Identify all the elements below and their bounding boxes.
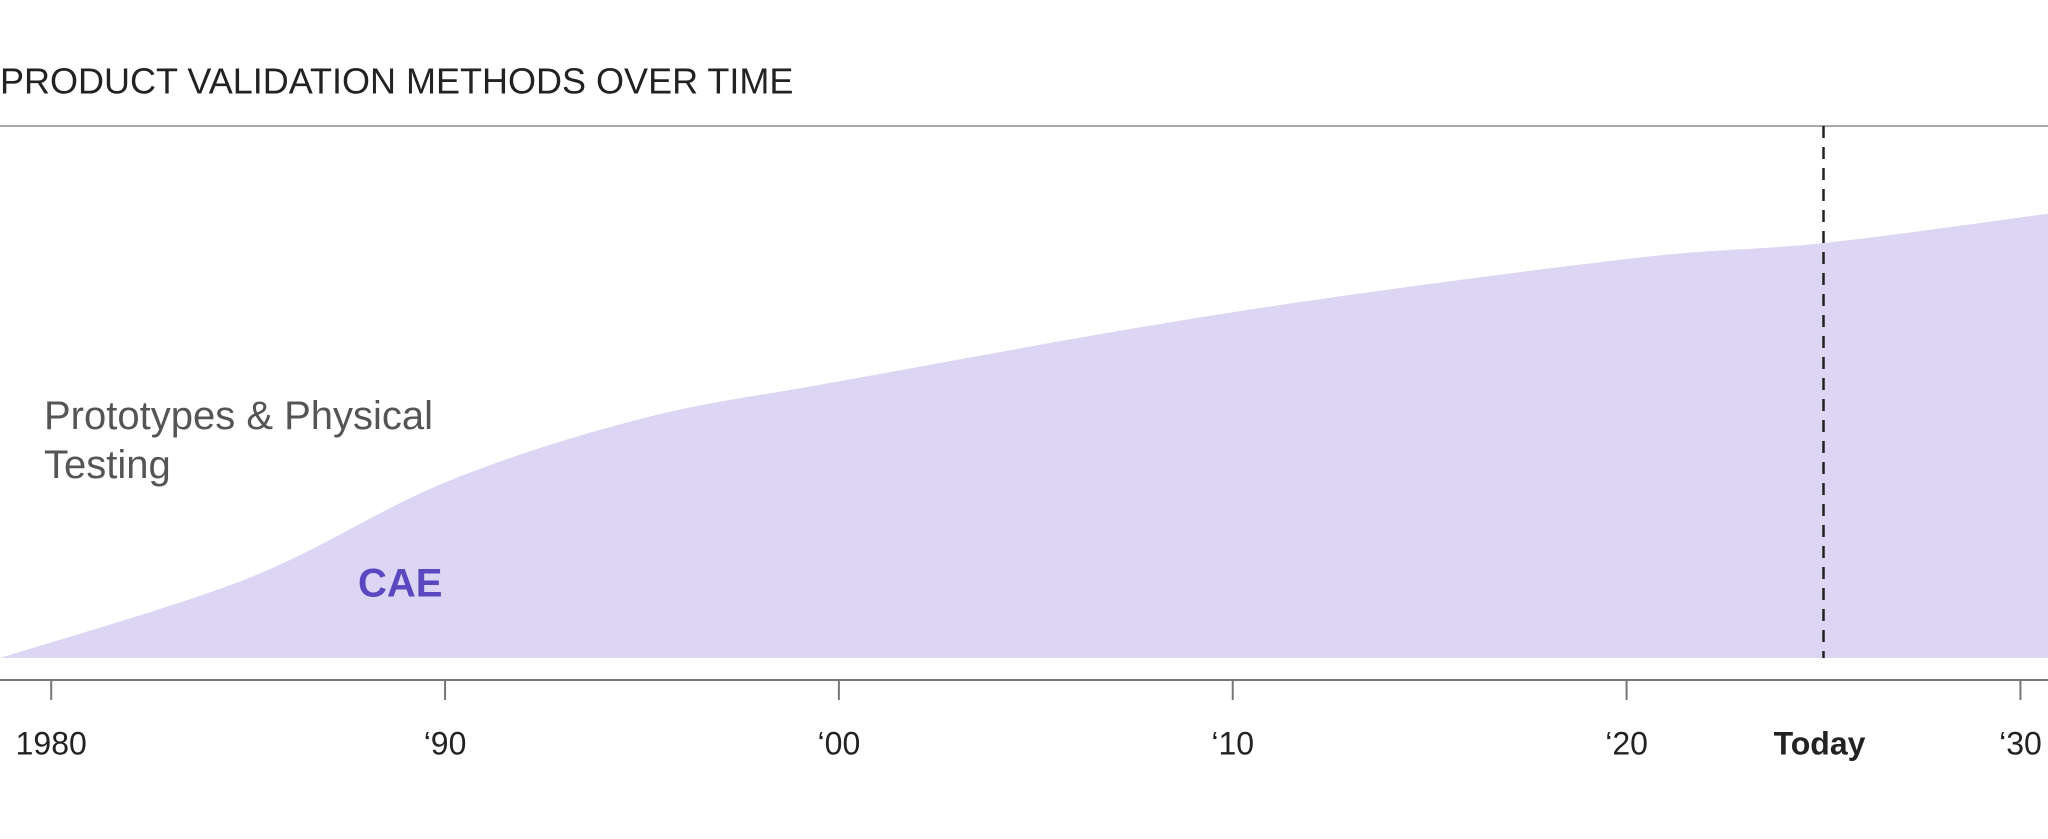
x-tick-label: 1980 (16, 725, 87, 761)
x-tick-label: ‘10 (1211, 725, 1254, 761)
x-tick-label: ‘20 (1605, 725, 1648, 761)
x-tick-label: ‘90 (424, 725, 467, 761)
today-label: Today (1774, 725, 1866, 761)
area (0, 213, 2048, 658)
x-tick-label: ‘00 (818, 725, 861, 761)
series-label: CAE (358, 562, 442, 606)
x-tick-label: ‘30 (1999, 725, 2042, 761)
region-label: Prototypes & Physical Testing (44, 394, 434, 487)
chart-title: PRODUCT VALIDATION METHODS OVER TIME (0, 61, 793, 102)
